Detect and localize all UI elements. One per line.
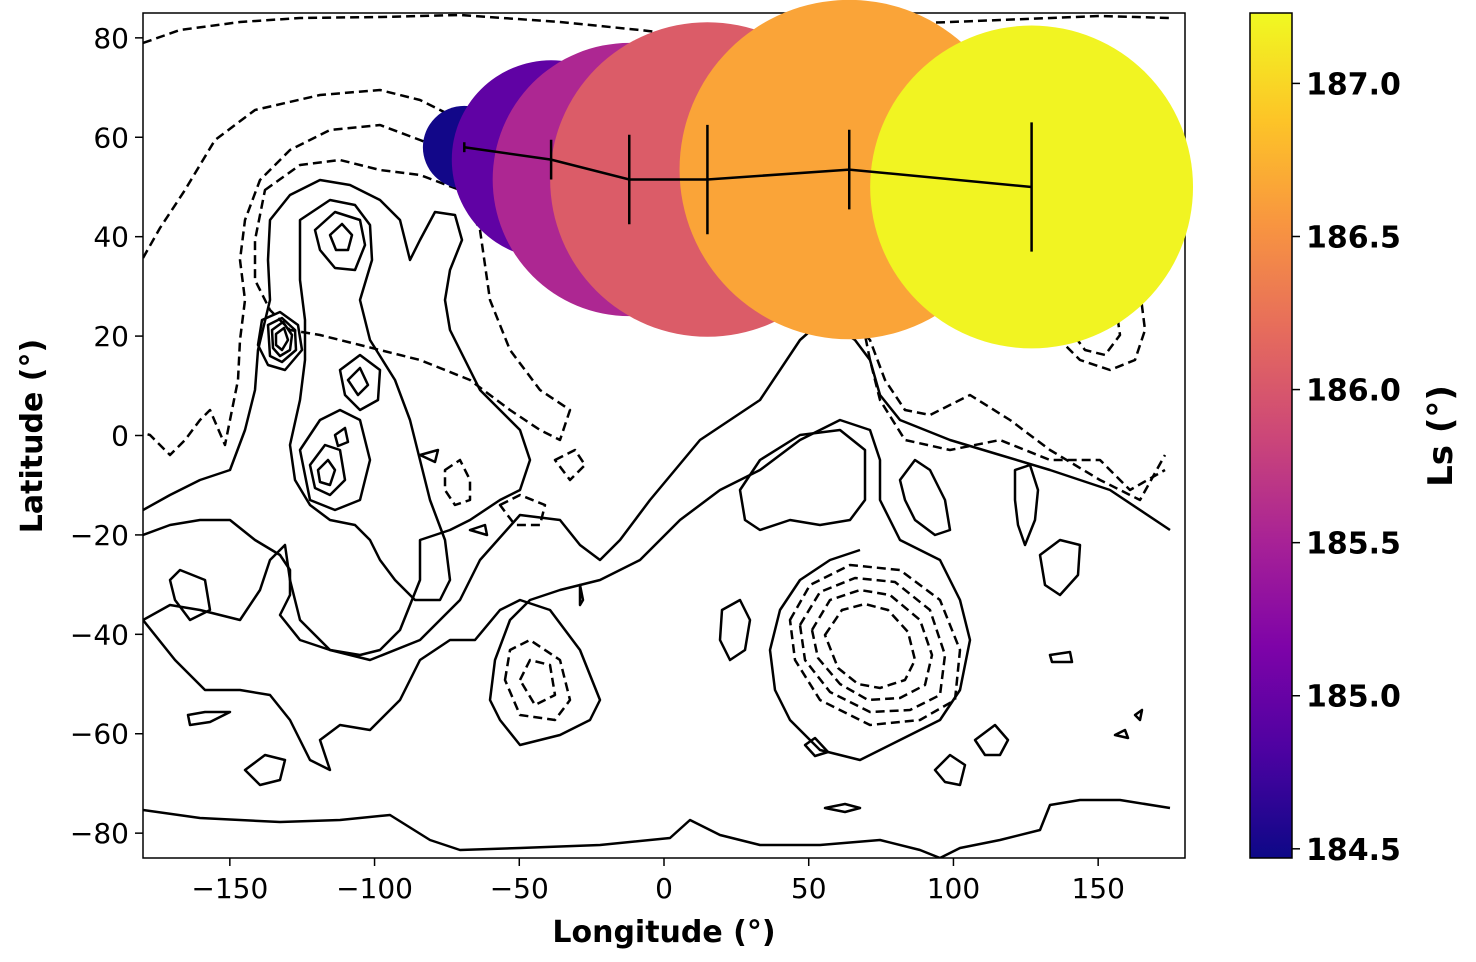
contour-line (143, 178, 532, 657)
contour-line (498, 493, 547, 527)
y-tick-label: 20 (93, 320, 129, 353)
y-tick-label: −20 (70, 519, 129, 552)
x-tick-label: −100 (336, 872, 413, 905)
x-tick-label: 150 (1071, 872, 1124, 905)
colorbar-tick-label: 184.5 (1306, 833, 1401, 868)
x-tick-label: −150 (191, 872, 268, 905)
contour-line (274, 326, 290, 352)
contour-line (518, 658, 557, 707)
contour-line (328, 222, 354, 252)
contour-line (1013, 463, 1040, 547)
contour-line (933, 753, 967, 787)
contour-line (553, 448, 587, 482)
contour-line (803, 736, 830, 758)
contour-line (578, 583, 585, 607)
contour-line (143, 13, 1171, 45)
x-tick-label: 0 (655, 872, 673, 905)
contour-line (243, 753, 287, 787)
contour-line (468, 523, 489, 537)
track-line (464, 145, 1032, 189)
contour-line (288, 198, 452, 602)
contour-line (316, 458, 337, 487)
colorbar-title: Ls (°) (1421, 385, 1461, 487)
contour-line (823, 602, 917, 690)
contour-line (1048, 650, 1074, 664)
contour-line (270, 320, 294, 358)
contour-line (143, 418, 972, 772)
x-tick-label: 100 (927, 872, 980, 905)
contour-line (1058, 268, 1147, 372)
x-axis-title: Longitude (°) (552, 915, 775, 950)
contour-line (333, 426, 350, 448)
contour-line (823, 802, 862, 814)
contour-line (898, 458, 952, 537)
colorbar-tick-label: 186.0 (1306, 374, 1401, 409)
topography-contours (143, 13, 1172, 858)
contour-line (143, 316, 1171, 662)
contour-line (810, 588, 934, 702)
contour-line (503, 638, 572, 722)
x-axis: −150 −100 −50 0 50 100 150 (191, 858, 1125, 905)
contour-line (256, 310, 304, 372)
contour-line (1113, 728, 1130, 740)
y-tick-label: −60 (70, 718, 129, 751)
contour-line (313, 210, 367, 272)
contour-line (346, 366, 370, 397)
contour-line (168, 568, 212, 622)
x-tick-label: −50 (490, 872, 549, 905)
y-axis-title: Latitude (°) (15, 339, 50, 533)
y-tick-label: −40 (70, 618, 129, 651)
contour-line (186, 710, 232, 727)
y-tick-label: 80 (93, 22, 129, 55)
colorbar-tick-label: 185.5 (1306, 527, 1401, 562)
contour-line (418, 448, 440, 464)
y-axis: −80 −60 −40 −20 0 20 40 60 80 (70, 22, 143, 850)
contour-line (338, 353, 382, 412)
contour-line (718, 598, 752, 662)
contour-line (443, 458, 472, 507)
y-tick-label: 60 (93, 121, 129, 154)
contour-line (738, 428, 867, 532)
contour-line (798, 576, 947, 714)
contour-line (308, 443, 347, 497)
contour-line (298, 408, 372, 512)
colorbar-tick-label: 187.0 (1306, 67, 1401, 102)
y-tick-label: −80 (70, 817, 129, 850)
colorbar-tick-label: 185.0 (1306, 680, 1401, 715)
colorbar (1249, 12, 1293, 859)
y-tick-label: 0 (111, 420, 129, 453)
contour-line (1133, 708, 1144, 722)
y-tick-label: 40 (93, 221, 129, 254)
x-tick-label: 50 (791, 872, 827, 905)
contour-line (1038, 538, 1082, 597)
data-layer (422, 0, 1194, 349)
contour-line (143, 798, 1171, 858)
contour-line (266, 316, 298, 364)
contour-line (788, 563, 962, 727)
colorbar-tick-label: 186.5 (1306, 220, 1401, 255)
colorbar-ticks: 184.5 185.0 185.5 186.0 186.5 187.0 (1292, 67, 1401, 868)
contour-line (973, 723, 1010, 757)
